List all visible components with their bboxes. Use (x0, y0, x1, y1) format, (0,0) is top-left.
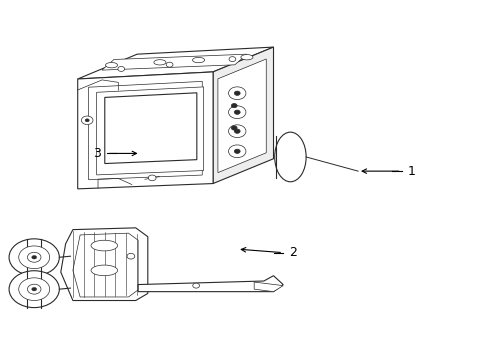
Circle shape (228, 106, 245, 118)
Circle shape (231, 104, 237, 108)
Ellipse shape (192, 57, 204, 63)
Text: 1: 1 (407, 165, 414, 177)
Circle shape (234, 149, 240, 153)
Circle shape (19, 246, 50, 269)
Polygon shape (102, 54, 246, 70)
Ellipse shape (91, 240, 117, 251)
Circle shape (9, 271, 59, 307)
Circle shape (32, 287, 37, 291)
Circle shape (228, 57, 235, 62)
Text: 2: 2 (288, 246, 296, 259)
Circle shape (234, 91, 240, 95)
Polygon shape (218, 59, 265, 173)
Ellipse shape (241, 55, 252, 60)
Circle shape (118, 67, 124, 71)
Text: 3: 3 (93, 147, 101, 160)
Circle shape (234, 110, 240, 114)
Polygon shape (213, 47, 273, 184)
Polygon shape (254, 282, 283, 292)
Circle shape (85, 119, 89, 122)
Circle shape (27, 284, 41, 294)
Ellipse shape (154, 60, 165, 65)
Ellipse shape (105, 63, 117, 68)
Polygon shape (97, 87, 203, 175)
Circle shape (127, 253, 135, 259)
Circle shape (231, 126, 237, 130)
Circle shape (166, 62, 173, 67)
Polygon shape (78, 72, 213, 189)
Circle shape (228, 145, 245, 158)
Circle shape (32, 256, 37, 259)
Polygon shape (104, 93, 197, 163)
Circle shape (81, 116, 93, 125)
Circle shape (148, 175, 156, 181)
Polygon shape (27, 239, 41, 307)
Polygon shape (138, 276, 283, 292)
Circle shape (228, 87, 245, 100)
Circle shape (27, 252, 41, 262)
Polygon shape (78, 47, 273, 79)
Circle shape (228, 125, 245, 138)
Circle shape (19, 278, 50, 301)
Ellipse shape (274, 132, 305, 182)
Circle shape (9, 239, 59, 276)
Polygon shape (61, 228, 147, 301)
Polygon shape (73, 233, 138, 297)
Circle shape (192, 283, 199, 288)
Circle shape (234, 129, 240, 133)
Polygon shape (88, 81, 202, 180)
Ellipse shape (91, 265, 117, 276)
